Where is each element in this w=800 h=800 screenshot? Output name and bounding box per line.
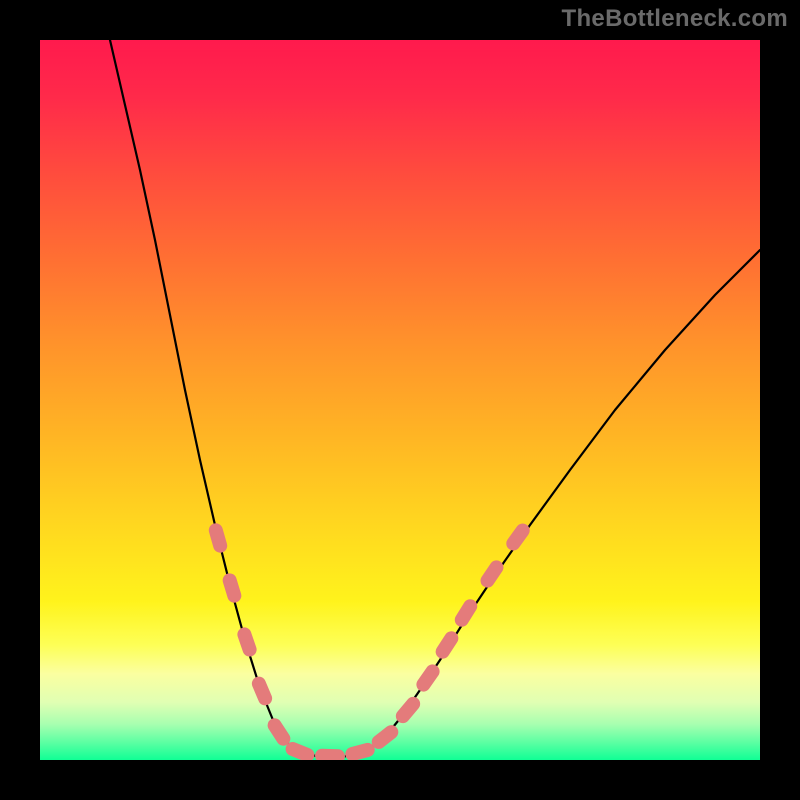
marker-capsule [221, 572, 243, 605]
curve-overlay [40, 40, 760, 760]
plot-area [40, 40, 760, 760]
marker-capsule [250, 674, 275, 707]
curve-right-branch [328, 250, 760, 757]
marker-capsule [478, 558, 506, 591]
marker-capsule [414, 662, 443, 695]
chart-container: TheBottleneck.com [0, 0, 800, 800]
watermark-text: TheBottleneck.com [562, 5, 788, 33]
marker-capsule [452, 597, 480, 630]
marker-capsule [207, 522, 229, 555]
curve-left-branch [110, 40, 328, 757]
marker-capsule [315, 748, 345, 760]
marker-capsule [504, 521, 533, 553]
marker-capsule [344, 741, 377, 760]
marker-capsule [235, 626, 258, 659]
